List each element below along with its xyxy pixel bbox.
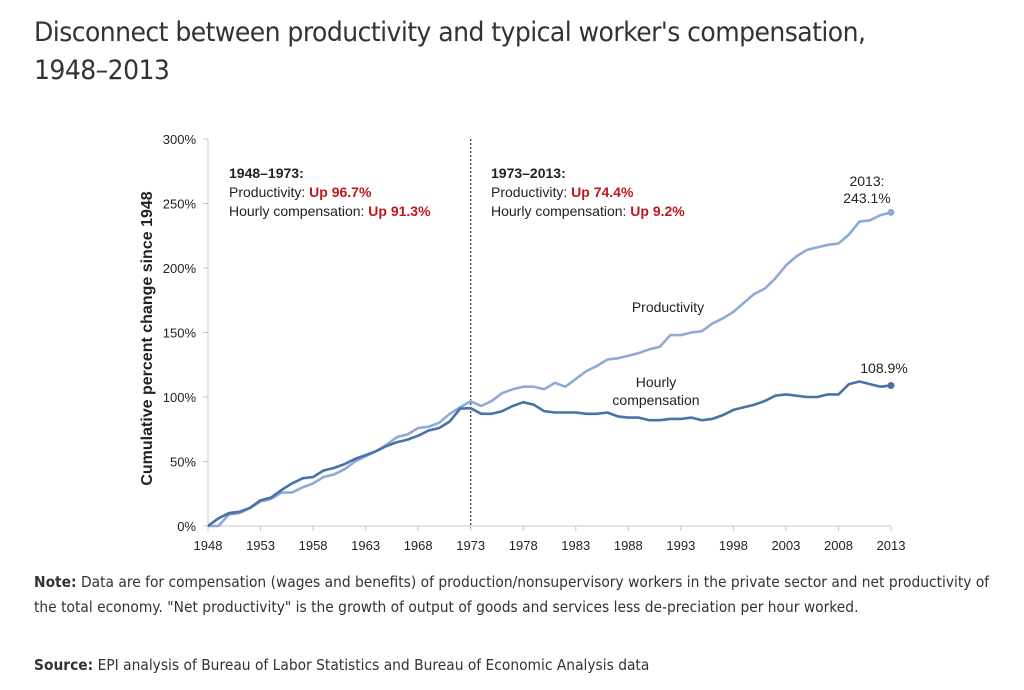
x-tick-label: 1983 — [561, 538, 590, 553]
note-text: Data are for compensation (wages and ben… — [34, 573, 990, 616]
x-tick-label: 2003 — [771, 538, 800, 553]
x-tick-label: 1988 — [614, 538, 643, 553]
x-tick-label: 1948 — [194, 538, 223, 553]
source-text: EPI analysis of Bureau of Labor Statisti… — [93, 656, 650, 674]
annotation-productivity: Productivity: Up 74.4% — [491, 184, 634, 200]
series-endpoint-productivity — [887, 208, 895, 216]
x-tick-label: 2008 — [824, 538, 853, 553]
series-label-productivity: Productivity — [632, 299, 704, 315]
annotation-productivity-label: Productivity: — [229, 184, 309, 200]
annotation-compensation-label: Hourly compensation: — [229, 203, 368, 219]
x-tick-label: 1958 — [299, 538, 328, 553]
annotation-period: 1948–1973: — [229, 165, 304, 181]
y-tick-label: 250% — [163, 197, 197, 212]
annotation-compensation-value: Up 91.3% — [368, 203, 431, 219]
y-tick-label: 100% — [163, 390, 197, 405]
series-endpoint-hourly-compensation — [887, 382, 895, 390]
end-label-productivity-year: 2013: — [849, 173, 884, 189]
end-label-compensation-value: 108.9% — [860, 360, 907, 376]
end-label-productivity-value: 243.1% — [843, 190, 890, 206]
series-line-hourly-compensation — [207, 380, 892, 528]
annotation-productivity-label: Productivity: — [491, 184, 571, 200]
y-axis-label: Cumulative percent change since 1948 — [139, 191, 156, 485]
x-tick-label: 1998 — [719, 538, 748, 553]
annotation-period: 1973–2013: — [491, 165, 566, 181]
x-tick-label: 1968 — [404, 538, 433, 553]
y-tick-label: 0% — [177, 519, 196, 534]
series-layer — [207, 208, 895, 528]
annotation-compensation: Hourly compensation: Up 91.3% — [229, 203, 431, 219]
series-line-productivity — [208, 211, 892, 528]
x-tick-label: 1973 — [456, 538, 485, 553]
y-tick-label: 300% — [163, 132, 197, 147]
x-tick-label: 1953 — [246, 538, 275, 553]
chart-title: Disconnect between productivity and typi… — [34, 17, 866, 86]
source-label: Source: — [34, 656, 94, 674]
chart-note: Note: Data are for compensation (wages a… — [34, 570, 999, 620]
x-axis-ticks: 1948 1953 1958 1963 1968 1973 1978 1983 1988 1993… — [194, 526, 906, 553]
annotation-1973-2013: 1973–2013: Productivity: Up 74.4% Hourly… — [491, 165, 685, 219]
annotation-productivity-value: Up 74.4% — [571, 184, 634, 200]
chart-source: Source: EPI analysis of Bureau of Labor … — [34, 654, 649, 676]
annotation-1948-1973: 1948–1973: Productivity: Up 96.7% Hourly… — [229, 165, 431, 219]
annotation-compensation-value: Up 9.2% — [630, 203, 685, 219]
x-tick-label: 1978 — [509, 538, 538, 553]
x-tick-label: 1963 — [351, 538, 380, 553]
note-label: Note: — [34, 573, 77, 591]
series-label-compensation-line1: Hourly — [636, 374, 676, 390]
x-tick-label: 2013 — [877, 538, 906, 553]
series-label-compensation-line2: compensation — [612, 392, 699, 408]
annotation-compensation: Hourly compensation: Up 9.2% — [491, 203, 685, 219]
y-tick-label: 200% — [163, 261, 197, 276]
x-tick-label: 1993 — [666, 538, 695, 553]
y-axis-ticks: 0% 50% 100% 150% 200% 250% 300% — [163, 132, 208, 534]
y-tick-label: 150% — [163, 326, 197, 341]
annotation-productivity-value: Up 96.7% — [309, 184, 372, 200]
annotation-compensation-label: Hourly compensation: — [491, 203, 630, 219]
y-tick-label: 50% — [170, 455, 196, 470]
annotation-productivity: Productivity: Up 96.7% — [229, 184, 372, 200]
